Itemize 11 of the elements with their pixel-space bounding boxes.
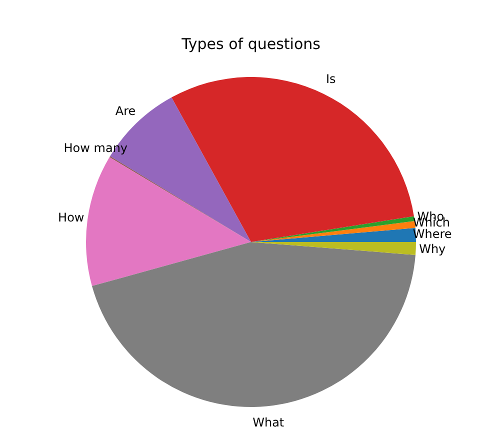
slice-label: What: [252, 416, 284, 430]
pie-slice: [86, 157, 251, 286]
slice-label: How: [58, 210, 84, 225]
slice-label: Why: [419, 242, 446, 256]
slice-label: Is: [326, 72, 336, 86]
pie-slice: [110, 156, 251, 242]
pie-slice: [92, 242, 416, 407]
pie-slice: [251, 242, 416, 255]
slice-label: Are: [115, 104, 136, 118]
chart-title: Types of questions: [180, 35, 321, 53]
pie-slice: [251, 216, 415, 242]
